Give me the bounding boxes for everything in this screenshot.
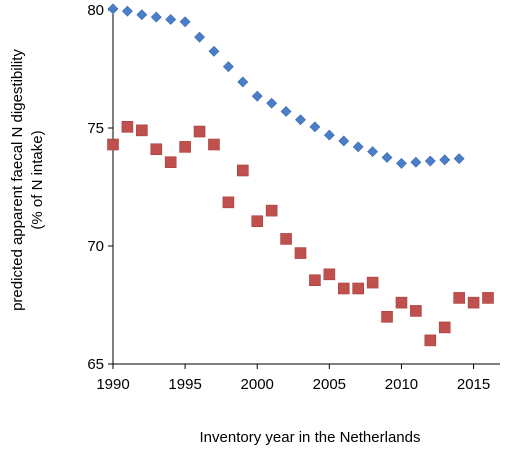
y-tick-label: 80 [87, 2, 104, 19]
data-point-diamond [165, 14, 177, 25]
data-point-square [237, 164, 249, 177]
series-layer [107, 3, 494, 347]
y-axis-title-line2: (% of N intake) [29, 130, 46, 229]
data-point-square [381, 310, 393, 323]
data-point-diamond [352, 141, 364, 153]
series-1 [107, 3, 465, 169]
data-point-square [208, 138, 220, 151]
data-point-square [366, 276, 379, 289]
data-point-diamond [453, 153, 465, 165]
x-tick-label: 1990 [96, 376, 129, 393]
data-point-square [136, 124, 148, 137]
data-point-square [323, 268, 336, 281]
x-tick-label: 1995 [168, 376, 201, 393]
y-axis-title: predicted apparent faecal N digestibilit… [9, 49, 46, 311]
data-point-diamond [251, 90, 263, 102]
data-point-square [438, 321, 451, 334]
data-point-diamond [424, 155, 436, 167]
data-point-diamond [323, 129, 335, 141]
x-tick-label: 2010 [385, 376, 418, 393]
data-point-diamond [179, 16, 191, 28]
data-point-diamond [150, 11, 162, 23]
data-point-square [222, 196, 235, 209]
data-point-square [482, 292, 494, 304]
y-tick-label: 70 [87, 238, 104, 255]
data-point-diamond [396, 157, 407, 169]
data-point-diamond [121, 5, 133, 17]
series-2 [107, 121, 494, 347]
data-point-square [107, 138, 119, 151]
data-point-diamond [309, 121, 321, 133]
data-point-diamond [208, 45, 220, 57]
data-point-square [150, 143, 163, 156]
x-tick-label: 2000 [241, 376, 274, 393]
data-point-square [352, 282, 364, 295]
data-point-square [453, 292, 465, 304]
data-point-diamond [338, 135, 350, 147]
data-point-square [179, 141, 191, 153]
data-point-diamond [194, 31, 205, 43]
data-point-diamond [381, 152, 393, 163]
x-tick-label: 2015 [457, 376, 490, 393]
data-point-diamond [266, 97, 278, 109]
data-point-diamond [237, 76, 249, 88]
data-point-square [164, 156, 177, 169]
x-ticks: 1990 1995 2000 2005 2010 2015 [96, 364, 490, 393]
data-point-diamond [222, 61, 234, 73]
data-point-square [280, 233, 292, 245]
data-point-diamond [367, 146, 379, 158]
data-point-diamond [280, 106, 292, 117]
data-point-square [265, 204, 278, 217]
data-point-square [395, 296, 408, 309]
data-point-square [410, 305, 422, 317]
data-point-square [467, 296, 480, 309]
data-point-diamond [295, 114, 306, 126]
data-point-square [424, 334, 437, 347]
y-tick-label: 75 [87, 120, 104, 137]
x-axis-title: Inventory year in the Netherlands [200, 429, 421, 446]
data-point-square [121, 121, 134, 133]
data-point-square [251, 215, 264, 228]
data-point-diamond [107, 3, 119, 15]
data-point-square [193, 125, 206, 138]
y-ticks: 65 70 75 80 [87, 2, 113, 373]
data-point-diamond [410, 156, 422, 168]
x-tick-label: 2005 [313, 376, 346, 393]
data-point-square [294, 247, 307, 259]
data-point-diamond [136, 9, 148, 21]
data-point-square [337, 282, 350, 295]
y-tick-label: 65 [87, 356, 104, 373]
y-axis-title-line1: predicted apparent faecal N digestibilit… [9, 49, 26, 311]
data-point-square [309, 274, 321, 287]
data-point-diamond [439, 154, 451, 166]
